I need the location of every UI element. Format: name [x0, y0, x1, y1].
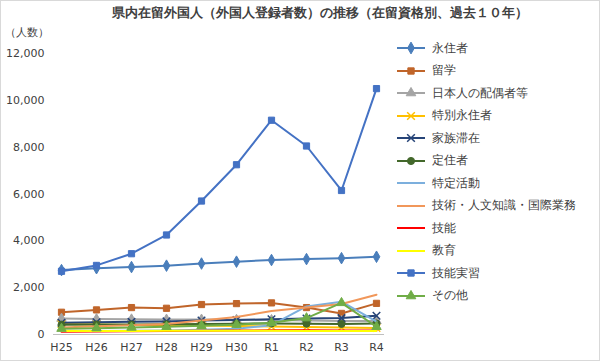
html-text:教育: 教育 — [432, 243, 456, 258]
svg-text:12,000: 12,000 — [6, 47, 45, 60]
svg-text:R1: R1 — [264, 341, 279, 354]
svg-text:8,000: 8,000 — [13, 141, 45, 154]
svg-text:H28: H28 — [155, 341, 177, 354]
html-text:定住者: 定住者 — [432, 153, 468, 168]
svg-text:10,000: 10,000 — [6, 94, 45, 107]
html-text:技術・人文知識・国際業務: 技術・人文知識・国際業務 — [432, 198, 576, 213]
svg-text:H29: H29 — [190, 341, 212, 354]
html-text:その他: その他 — [432, 288, 468, 303]
svg-text:R2: R2 — [299, 341, 314, 354]
svg-text:（人数）: （人数） — [5, 26, 49, 39]
html-text:家族滞在: 家族滞在 — [432, 130, 480, 145]
svg-text:4,000: 4,000 — [13, 234, 45, 247]
svg-text:2,000: 2,000 — [13, 281, 45, 294]
html-text:永住者: 永住者 — [432, 40, 468, 55]
svg-text:6,000: 6,000 — [13, 188, 45, 201]
html-text:技能: 技能 — [432, 220, 456, 235]
svg-text:H27: H27 — [120, 341, 142, 354]
svg-text:H25: H25 — [50, 341, 72, 354]
svg-text:H30: H30 — [225, 341, 247, 354]
html-text:特定活動: 特定活動 — [432, 175, 480, 190]
html-text:県内在留外国人（外国人登録者数）の推移（在留資格別、過去１０: 県内在留外国人（外国人登録者数）の推移（在留資格別、過去１０年） — [112, 5, 528, 20]
svg-text:0: 0 — [38, 328, 45, 341]
html-text:留学: 留学 — [432, 63, 456, 78]
html-text:技能実習: 技能実習 — [432, 265, 480, 280]
svg-text:R4: R4 — [369, 341, 384, 354]
svg-text:H26: H26 — [85, 341, 107, 354]
html-text:特別永住者: 特別永住者 — [432, 108, 492, 123]
svg-text:R3: R3 — [334, 341, 349, 354]
html-text:日本人の配偶者等: 日本人の配偶者等 — [432, 85, 528, 100]
